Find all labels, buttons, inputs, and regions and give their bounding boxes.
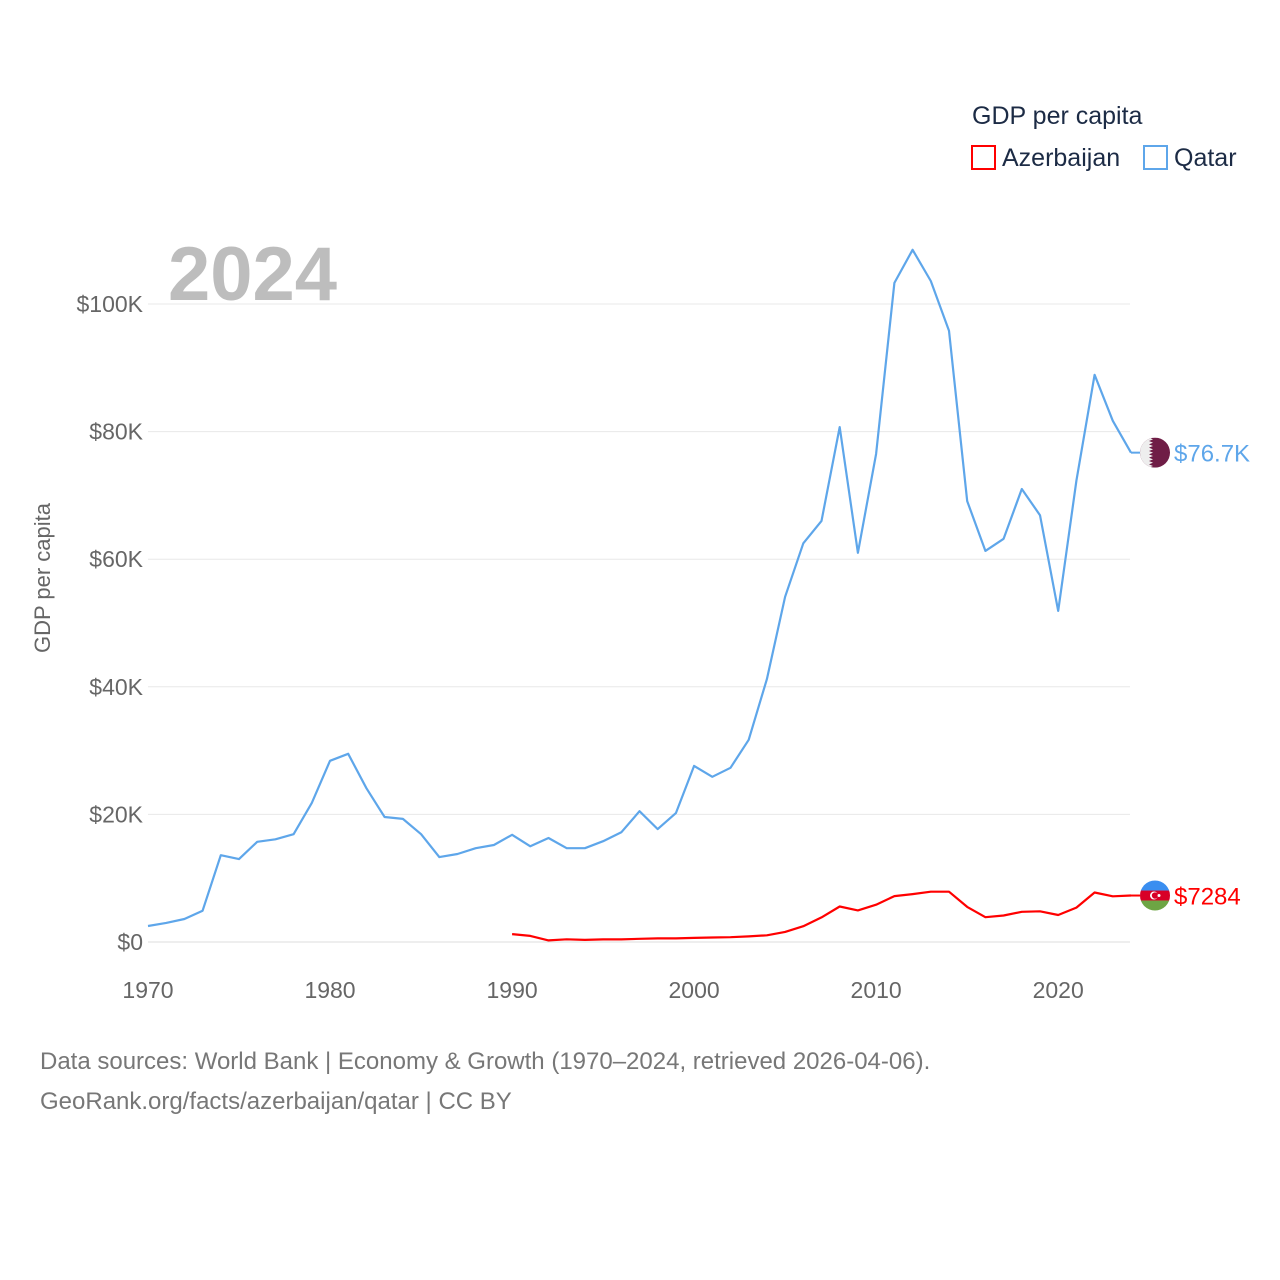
qatar-flag-icon (1140, 437, 1170, 468)
series-line-qatar[interactable] (147, 248, 1132, 928)
legend-title: GDP per capita (972, 102, 1143, 130)
data-source-footer: Data sources: World Bank | Economy & Gro… (40, 1042, 930, 1122)
x-tick-label: 2020 (1033, 977, 1084, 1003)
y-tick-label: $20K (89, 801, 143, 827)
y-tick-label: $40K (89, 674, 143, 700)
x-tick-label: 1980 (304, 977, 355, 1003)
y-tick-label: $0 (117, 929, 143, 955)
source-line: Data sources: World Bank | Economy & Gro… (40, 1048, 931, 1075)
legend-swatch-azerbaijan[interactable] (971, 145, 996, 170)
end-labels: $7284 $76.7K (1131, 437, 1250, 911)
y-axis-label: GDP per capita (30, 502, 55, 653)
end-value-label-qatar: $76.7K (1174, 441, 1250, 468)
legend-label-qatar[interactable]: Qatar (1174, 144, 1237, 172)
x-tick-label: 2010 (851, 977, 902, 1003)
series-lines (147, 248, 1132, 942)
gridlines (148, 303, 1130, 943)
attribution-line: GeoRank.org/facts/azerbaijan/qatar | CC … (40, 1088, 512, 1115)
x-axis-ticks: 1970 1980 1990 2000 2010 2020 (122, 977, 1083, 1003)
legend-label-azerbaijan[interactable]: Azerbaijan (1002, 144, 1120, 172)
year-label: 2024 (168, 232, 337, 317)
y-tick-label: $100K (76, 291, 143, 317)
legend-swatch-qatar[interactable] (1143, 145, 1168, 170)
x-tick-label: 2000 (669, 977, 720, 1003)
end-value-label-azerbaijan: $7284 (1174, 884, 1241, 911)
azerbaijan-flag-icon (1140, 880, 1170, 911)
y-axis-ticks: $0 $20K $40K $60K $80K $100K (76, 291, 143, 955)
y-tick-label: $80K (89, 419, 143, 445)
x-tick-label: 1970 (122, 977, 173, 1003)
series-line-azerbaijan[interactable] (511, 890, 1132, 942)
y-tick-label: $60K (89, 546, 143, 572)
x-tick-label: 1990 (486, 977, 537, 1003)
legend: GDP per capita Azerbaijan Qatar (971, 102, 1237, 172)
